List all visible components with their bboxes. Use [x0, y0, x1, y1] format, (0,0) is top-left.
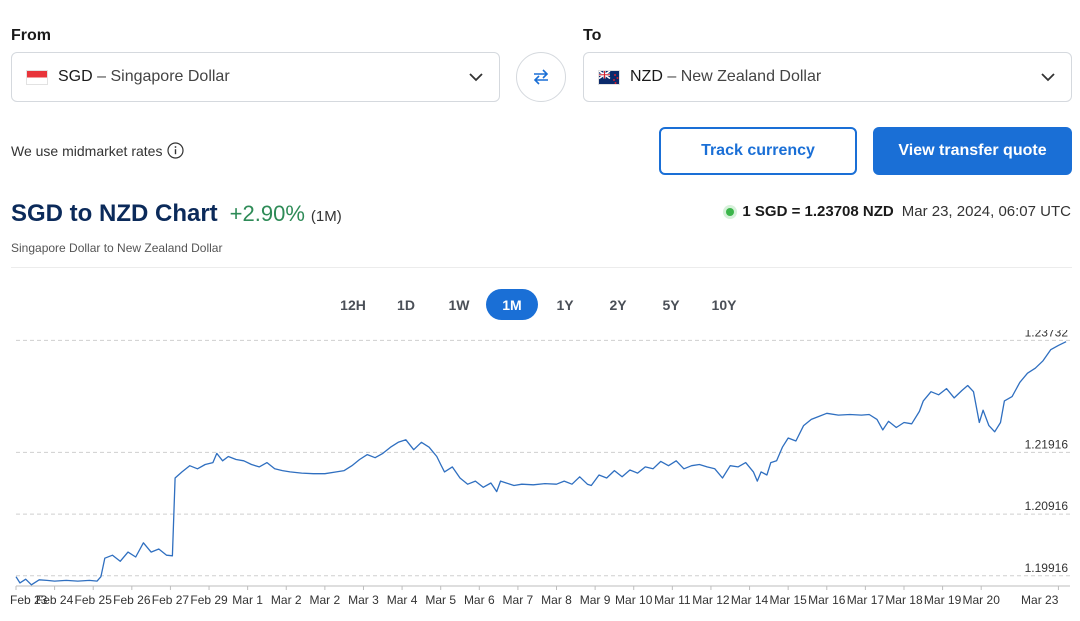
y-tick-label: 1.19916	[1025, 561, 1069, 575]
rate-timestamp: Mar 23, 2024, 06:07 UTC	[901, 203, 1071, 220]
chart-subtitle: Singapore Dollar to New Zealand Dollar	[11, 241, 223, 255]
x-tick-label: Mar 5	[425, 593, 456, 607]
chevron-down-icon	[469, 73, 483, 82]
from-currency-text: SGD – Singapore Dollar	[58, 68, 467, 86]
info-icon[interactable]	[167, 142, 185, 159]
range-10y-button[interactable]: 10Y	[711, 296, 737, 313]
swap-arrows-icon	[533, 69, 549, 85]
x-tick-label: Feb 29	[190, 593, 228, 607]
range-2y-button[interactable]: 2Y	[609, 296, 627, 313]
swap-currencies-button[interactable]	[516, 52, 566, 102]
to-currency-name: – New Zealand Dollar	[667, 68, 822, 85]
live-dot-icon	[726, 207, 735, 216]
x-tick-label: Mar 9	[580, 593, 611, 607]
x-tick-label: Feb 24	[36, 593, 74, 607]
midmarket-text: We use midmarket rates	[11, 142, 163, 159]
track-currency-button[interactable]: Track currency	[659, 127, 857, 175]
range-1m-button[interactable]: 1M	[486, 289, 538, 320]
range-1y-button[interactable]: 1Y	[556, 296, 574, 313]
x-tick-label: Feb 23	[10, 593, 48, 607]
to-currency-text: NZD – New Zealand Dollar	[630, 68, 1039, 86]
change-period: (1M)	[310, 208, 342, 225]
x-tick-label: Mar 19	[924, 593, 962, 607]
x-tick-label: Mar 15	[769, 593, 807, 607]
x-tick-label: Feb 25	[75, 593, 113, 607]
x-tick-label: Mar 2	[310, 593, 341, 607]
current-rate: 1 SGD = 1.23708 NZD Mar 23, 2024, 06:07 …	[726, 203, 1071, 220]
x-tick-label: Mar 10	[615, 593, 653, 607]
chart-heading: SGD to NZD Chart +2.90% (1M)	[11, 200, 342, 228]
singapore-flag-icon	[26, 69, 48, 85]
from-currency-select[interactable]: SGD – Singapore Dollar	[11, 52, 500, 102]
range-selector: 12H 1D 1W 1M 1Y 2Y 5Y 10Y	[327, 289, 751, 320]
y-tick-label: 1.20916	[1025, 499, 1069, 513]
x-tick-label: Mar 1	[232, 593, 263, 607]
y-tick-label: 1.21916	[1025, 437, 1069, 451]
to-label: To	[583, 27, 602, 44]
new-zealand-flag-icon	[598, 69, 620, 85]
x-tick-label: Mar 4	[387, 593, 418, 607]
x-tick-label: Mar 7	[503, 593, 534, 607]
x-tick-label: Mar 3	[348, 593, 379, 607]
x-tick-label: Mar 16	[808, 593, 846, 607]
midmarket-info: We use midmarket rates	[11, 142, 185, 159]
range-5y-button[interactable]: 5Y	[662, 296, 680, 313]
x-tick-label: Mar 20	[963, 593, 1001, 607]
series-line-0	[15, 341, 1067, 586]
view-transfer-quote-button[interactable]: View transfer quote	[873, 127, 1072, 175]
range-1w-button[interactable]: 1W	[448, 296, 470, 313]
x-tick-label: Mar 17	[847, 593, 885, 607]
range-1d-button[interactable]: 1D	[397, 296, 415, 313]
change-percent: +2.90%	[229, 201, 305, 226]
y-tick-label: 1.23732	[1025, 330, 1069, 339]
rate-value: 1 SGD = 1.23708 NZD	[742, 203, 894, 220]
to-currency-select[interactable]: NZD – New Zealand Dollar	[583, 52, 1072, 102]
x-tick-label: Feb 26	[113, 593, 151, 607]
from-label: From	[11, 27, 51, 44]
x-tick-label: Mar 18	[885, 593, 923, 607]
x-tick-label: Mar 23	[1021, 593, 1059, 607]
x-tick-label: Mar 6	[464, 593, 495, 607]
from-currency-code: SGD	[58, 68, 93, 85]
x-tick-label: Feb 27	[152, 593, 190, 607]
x-tick-label: Mar 14	[731, 593, 769, 607]
x-tick-label: Mar 2	[271, 593, 302, 607]
range-12h-button[interactable]: 12H	[340, 296, 366, 313]
x-tick-label: Mar 12	[692, 593, 730, 607]
to-currency-code: NZD	[630, 68, 663, 85]
from-currency-name: – Singapore Dollar	[97, 68, 230, 85]
divider	[11, 267, 1072, 268]
x-tick-label: Mar 8	[541, 593, 572, 607]
x-tick-label: Mar 11	[654, 593, 691, 607]
chart-title: SGD to NZD Chart	[11, 200, 218, 227]
chevron-down-icon	[1041, 73, 1055, 82]
